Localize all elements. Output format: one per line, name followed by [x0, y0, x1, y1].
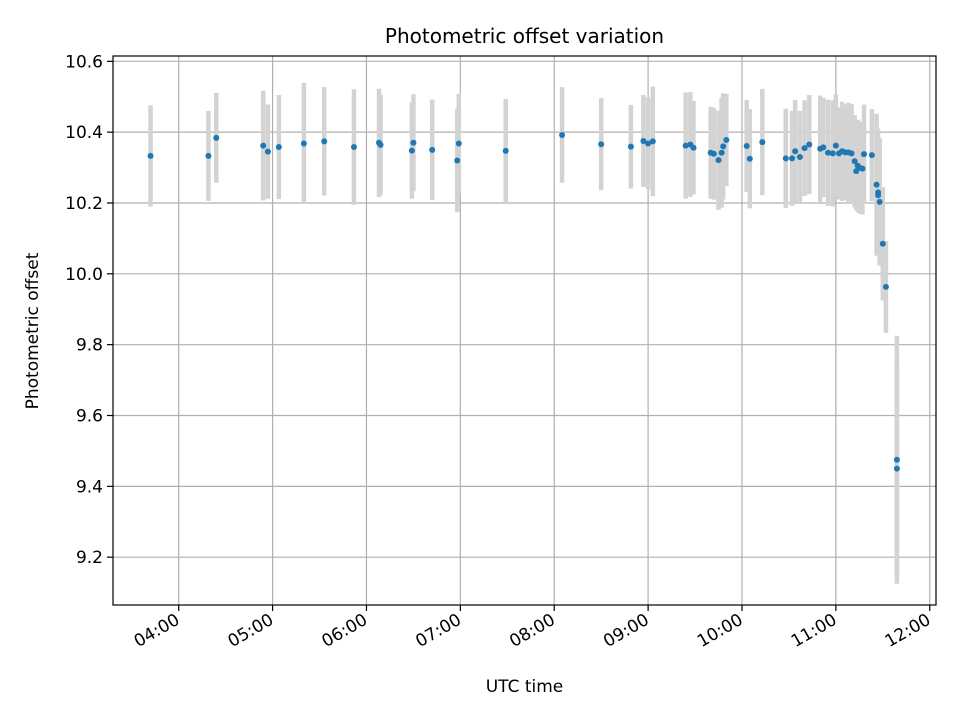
data-point	[598, 141, 605, 148]
data-point	[859, 165, 866, 172]
data-point	[876, 198, 883, 205]
plot-frame	[112, 55, 937, 606]
data-point	[759, 139, 766, 146]
data-point	[743, 142, 750, 149]
data-point	[377, 141, 384, 148]
data-point	[690, 144, 697, 151]
data-point	[792, 148, 799, 155]
y-tick-label: 9.4	[76, 477, 103, 497]
x-axis-label: UTC time	[486, 677, 564, 697]
data-point	[559, 131, 566, 138]
data-points	[147, 131, 900, 472]
data-point	[264, 148, 271, 155]
data-point	[640, 138, 647, 145]
data-point	[682, 142, 689, 149]
data-point	[645, 140, 652, 147]
data-point	[801, 145, 808, 152]
y-tick-label: 10.4	[65, 123, 103, 143]
data-point	[454, 157, 461, 164]
data-point	[321, 138, 328, 145]
data-point	[502, 147, 509, 154]
data-point	[832, 142, 839, 149]
data-point	[893, 465, 900, 472]
data-point	[715, 157, 722, 164]
data-point	[205, 152, 212, 159]
data-point	[627, 143, 634, 150]
data-point	[782, 155, 789, 162]
chart-title: Photometric offset variation	[385, 24, 664, 48]
data-point	[848, 150, 855, 157]
data-point	[746, 155, 753, 162]
data-point	[875, 192, 882, 199]
data-point	[300, 140, 307, 147]
data-point	[851, 158, 858, 165]
data-point	[825, 149, 832, 156]
y-tick-label: 10.0	[65, 265, 103, 285]
data-point	[455, 140, 462, 147]
data-point	[806, 141, 813, 148]
data-point	[789, 155, 796, 162]
y-tick-label: 10.6	[65, 52, 103, 72]
data-point	[213, 134, 220, 141]
data-point	[720, 143, 727, 150]
data-point	[350, 144, 357, 151]
data-point	[861, 151, 868, 158]
y-tick-label: 9.2	[76, 548, 103, 568]
data-point	[275, 144, 282, 151]
data-point	[893, 456, 900, 463]
data-point	[796, 153, 803, 160]
data-point	[260, 142, 267, 149]
y-tick-label: 9.8	[76, 336, 103, 356]
data-point	[873, 181, 880, 188]
data-point	[718, 149, 725, 156]
y-axis-label: Photometric offset	[23, 252, 43, 409]
data-point	[820, 144, 827, 151]
y-tick-label: 9.6	[76, 407, 103, 427]
data-point	[829, 150, 836, 157]
data-point	[868, 152, 875, 159]
data-point	[723, 136, 730, 143]
data-point	[649, 138, 656, 145]
data-point	[408, 147, 415, 154]
data-point	[429, 146, 436, 153]
data-point	[147, 152, 154, 159]
data-point	[882, 283, 889, 290]
data-point	[710, 150, 717, 157]
y-tick-label: 10.2	[65, 194, 103, 214]
data-point	[410, 139, 417, 146]
data-point	[879, 240, 886, 247]
